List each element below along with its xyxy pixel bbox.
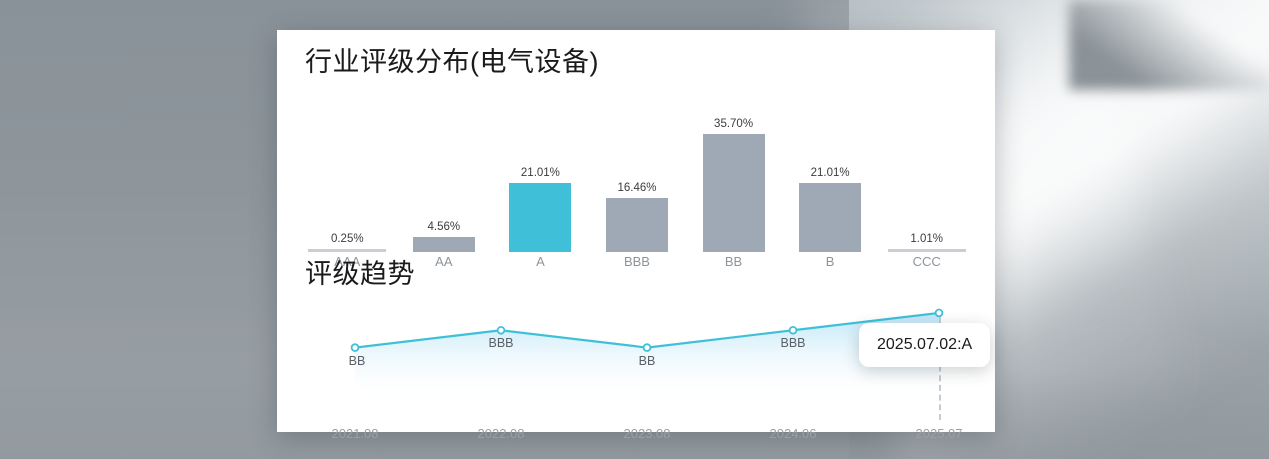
bar-column[interactable]: 4.56%	[396, 92, 493, 252]
trend-point-marker[interactable]	[642, 343, 652, 352]
bar-rect[interactable]	[605, 198, 668, 252]
trend-point-marker[interactable]	[496, 325, 506, 335]
bar-axis-tick-label: B	[825, 254, 835, 269]
bar-axis-tick-label: AAA	[334, 254, 361, 269]
trend-point-label: BB	[638, 353, 656, 368]
line-axis-tick-label: 2025.07	[915, 426, 963, 441]
bar-value-label: 16.46%	[617, 182, 657, 194]
background-corner-shade	[1069, 0, 1269, 90]
bar-column[interactable]: 1.01%	[878, 92, 975, 252]
bar-column[interactable]: 16.46%	[589, 92, 686, 252]
bar-axis-tick-label: BBB	[623, 254, 650, 269]
line-axis-tick-label: 2022.08	[477, 426, 525, 441]
bar-rect[interactable]	[887, 249, 966, 252]
bar-rect[interactable]	[702, 134, 765, 252]
trend-point-marker[interactable]	[934, 308, 944, 318]
bar-rect[interactable]	[799, 183, 862, 252]
bar-column[interactable]: 0.25%	[299, 92, 396, 252]
bar-rect[interactable]	[412, 237, 475, 252]
rating-trend-line-chart: BB BBB BB BBB	[317, 298, 977, 420]
tooltip-guide-line	[939, 316, 941, 420]
line-chart-x-axis: 2021.08 2022.08 2023.08 2024.06 2025.07	[317, 426, 977, 444]
trend-point-label: BBB	[488, 336, 514, 351]
line-axis-tick-label: 2024.06	[769, 426, 817, 441]
trend-tooltip: 2025.07.02:A	[859, 322, 991, 367]
trend-point-label: BB	[348, 353, 366, 368]
bar-column[interactable]: 21.01%	[782, 92, 879, 252]
bar-value-label: 1.01%	[910, 233, 943, 245]
bar-rect[interactable]	[509, 183, 572, 252]
bar-axis-tick-label: BB	[724, 254, 743, 269]
rating-distribution-bar-chart: 0.25% 4.56% 21.01% 16.46% 35.70% 21.01% 1.01%	[299, 92, 975, 252]
bar-value-label: 21.01%	[810, 167, 850, 179]
line-axis-tick-label: 2021.08	[331, 426, 379, 441]
bar-value-label: 0.25%	[330, 233, 364, 245]
trend-point-marker[interactable]	[350, 343, 360, 352]
bar-rect[interactable]	[308, 249, 387, 252]
report-card: 行业评级分布(电气设备) 0.25% 4.56% 21.01% 16.46% 35.70…	[277, 30, 995, 441]
bar-chart-x-axis: AAA AA A BBB BB B CCC	[299, 254, 975, 274]
bar-axis-tick-label: CCC	[912, 254, 941, 269]
bar-column[interactable]: 21.01%	[492, 92, 589, 252]
trend-svg	[350, 308, 944, 396]
bar-value-label: 35.70%	[714, 118, 754, 130]
bar-value-label: 4.56%	[427, 221, 461, 233]
trend-point-label: BBB	[780, 336, 806, 351]
bar-column[interactable]: 35.70%	[685, 92, 782, 252]
line-axis-tick-label: 2023.08	[623, 426, 671, 441]
bar-axis-tick-label: AA	[435, 254, 453, 269]
page-title: 行业评级分布(电气设备)	[305, 47, 599, 77]
section-title-trend: 评级趋势	[305, 259, 415, 289]
bar-value-label: 21.01%	[520, 167, 560, 179]
bar-axis-tick-label: A	[536, 254, 545, 269]
trend-point-marker[interactable]	[788, 325, 798, 335]
